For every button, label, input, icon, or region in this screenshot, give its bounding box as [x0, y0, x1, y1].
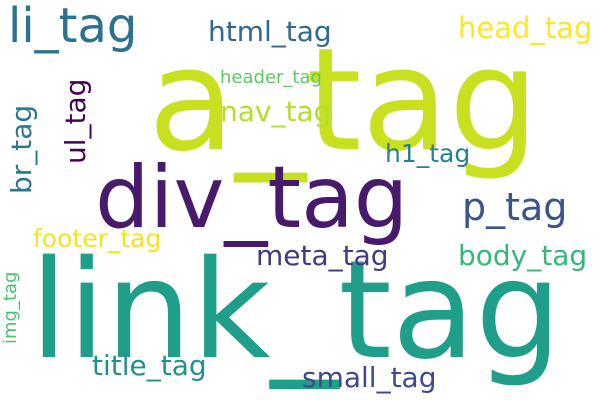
word-a-tag: a_tag [148, 18, 539, 183]
word-footer-tag: footer_tag [33, 224, 162, 253]
word-body-tag: body_tag [458, 239, 588, 272]
word-h1-tag: h1_tag [385, 139, 471, 168]
word-ul-tag: ul_tag [59, 78, 92, 164]
word-html-tag: html_tag [208, 15, 332, 48]
word-title-tag: title_tag [92, 349, 207, 382]
word-head-tag: head_tag [458, 11, 593, 45]
word-div-tag: div_tag [95, 148, 409, 248]
word-small-tag: small_tag [302, 361, 437, 394]
word-img-tag: img_tag [0, 271, 21, 344]
word-header-tag: header_tag [220, 67, 322, 88]
word-p-tag: p_tag [462, 185, 568, 229]
word-br-tag: br_tag [5, 104, 38, 194]
word-link-tag: link_tag [30, 232, 562, 390]
word-li-tag: li_tag [8, 0, 138, 54]
word-meta-tag: meta_tag [256, 239, 389, 272]
word-nav-tag: nav_tag [220, 95, 332, 128]
